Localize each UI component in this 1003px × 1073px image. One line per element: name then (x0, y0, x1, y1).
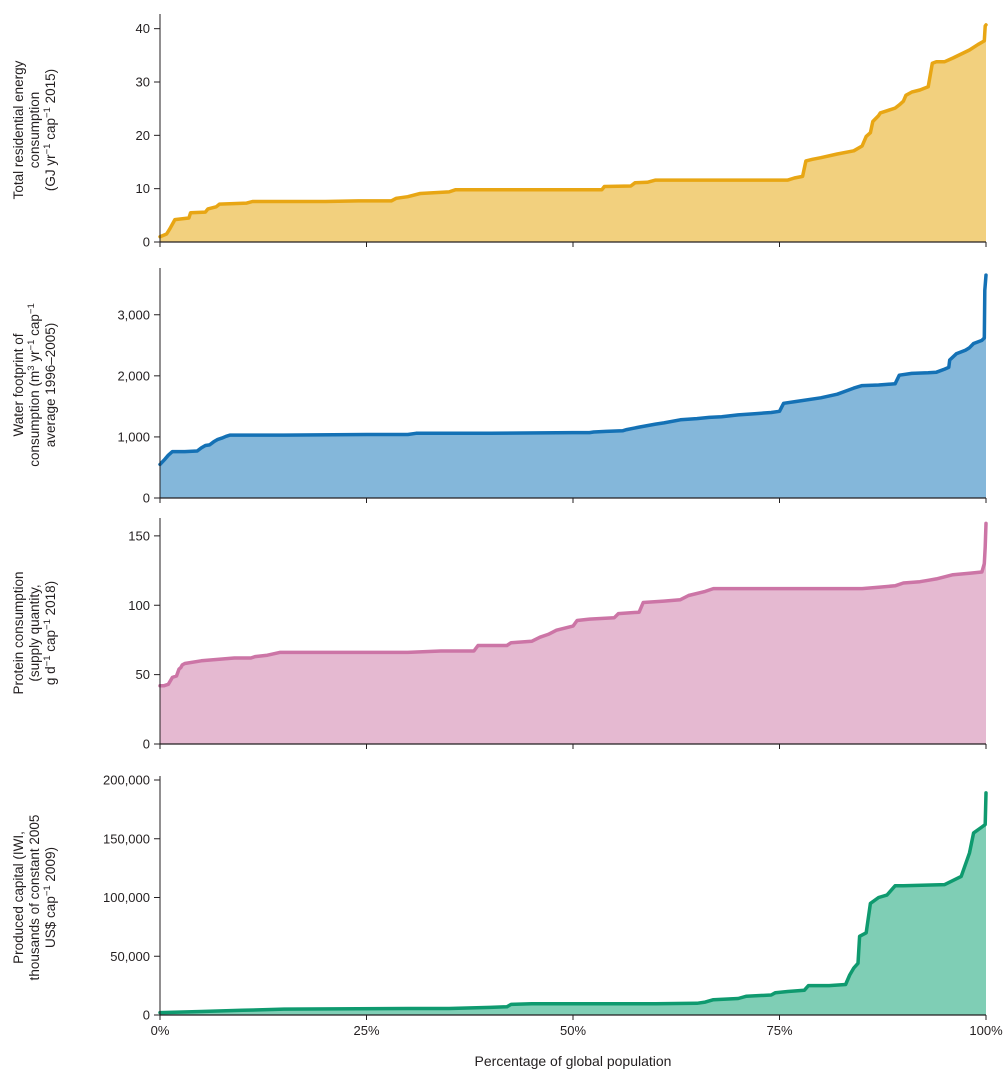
x-tick-label: 0% (151, 1023, 170, 1038)
y-tick-label: 0 (143, 491, 150, 506)
series-line (158, 23, 988, 239)
series-area (160, 792, 986, 1015)
y-tick-label: 200,000 (103, 773, 150, 788)
y-tick-label: 40 (136, 21, 150, 36)
y-tick-label: 0 (143, 1008, 150, 1023)
y-tick-label: 100 (128, 598, 150, 613)
y-tick-label: 1,000 (117, 429, 150, 444)
chart-panel-2: 0 1,000 2,000 3,000 Water footprint ofconsum… (11, 268, 988, 506)
series-line (158, 791, 988, 1015)
x-tick-labels: 0% 25% 50% 75% 100% (151, 1023, 1003, 1038)
y-tick-label: 20 (136, 128, 150, 143)
x-tick-label: 25% (353, 1023, 379, 1038)
x-tick-label: 100% (969, 1023, 1003, 1038)
chart-panel-4: 0 50,000 100,000 150,000 200,000 Produced cap… (11, 773, 988, 1023)
y-axis-label: Water footprint ofconsumption (m3 yr−1 c… (11, 303, 58, 467)
y-tick-label: 50,000 (110, 949, 150, 964)
y-tick-label: 30 (136, 75, 150, 90)
y-axis-label: Protein consumption(supply quantity,g d−… (11, 571, 58, 694)
chart-panels: 0 10 20 30 40 Total residential energyconsump… (11, 14, 988, 1023)
x-axis-label: Percentage of global population (475, 1053, 672, 1069)
y-tick-label: 2,000 (117, 368, 150, 383)
y-tick-label: 50 (136, 667, 150, 682)
series-area (160, 275, 986, 498)
x-tick-label: 75% (766, 1023, 792, 1038)
y-axis-label: Total residential energyconsumption(GJ y… (11, 60, 58, 199)
y-tick-label: 0 (143, 235, 150, 250)
chart-panel-1: 0 10 20 30 40 Total residential energyconsump… (11, 14, 988, 250)
series-line (158, 273, 988, 467)
y-axis-label: Produced capital (IWI,thousands of const… (11, 815, 58, 981)
y-tick-label: 150 (128, 528, 150, 543)
y-tick-label: 100,000 (103, 890, 150, 905)
x-tick-label: 50% (560, 1023, 586, 1038)
y-tick-label: 10 (136, 181, 150, 196)
chart-panel-3: 0 50 100 150 Protein consumption(supply quan… (11, 518, 988, 752)
series-area (160, 24, 986, 243)
y-tick-label: 3,000 (117, 307, 150, 322)
series-area (160, 523, 986, 744)
y-tick-label: 150,000 (103, 831, 150, 846)
y-tick-label: 0 (143, 737, 150, 752)
series-line (158, 521, 988, 688)
